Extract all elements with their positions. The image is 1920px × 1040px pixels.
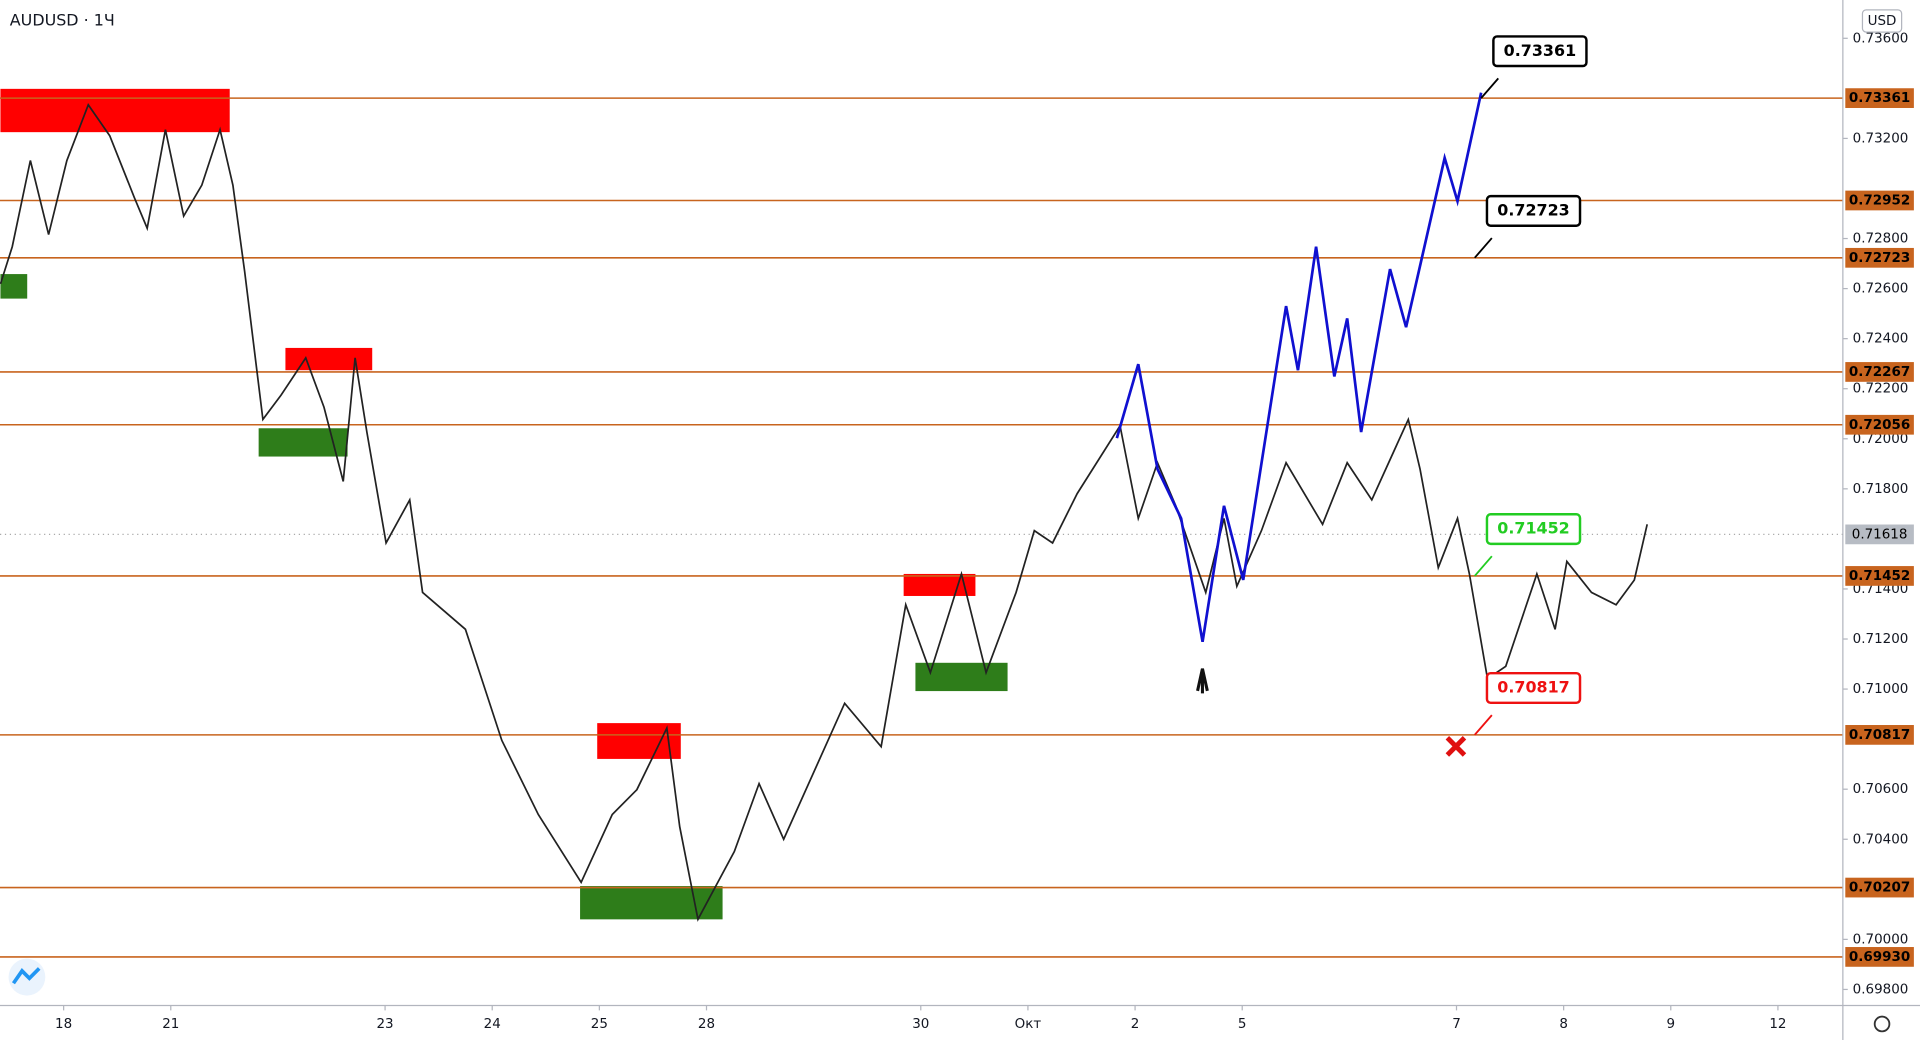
x-tick-label: 9: [1666, 1016, 1675, 1032]
callout-box: [1485, 671, 1582, 705]
x-tick-label: 8: [1559, 1016, 1568, 1032]
y-tick-label: 0.72400: [1853, 331, 1909, 347]
level-tag: [1845, 88, 1914, 108]
zone: [915, 662, 1008, 692]
callout-label: 0.72723: [1497, 200, 1569, 219]
zone: [0, 88, 230, 133]
level-tag-label: 0.70207: [1849, 880, 1910, 896]
y-tick-label: 0.73600: [1853, 30, 1909, 46]
callout-label: 0.71452: [1497, 519, 1569, 538]
last-price-tag: [1845, 524, 1914, 545]
x-tick-label: 28: [698, 1016, 715, 1032]
currency-box[interactable]: [1861, 9, 1903, 33]
y-tick-label: 0.72200: [1853, 381, 1909, 397]
level-tag: [1845, 362, 1914, 382]
x-tick-label: 25: [591, 1016, 608, 1032]
callout-pointer: [1480, 77, 1499, 99]
zone: [258, 428, 348, 457]
y-tick-label: 0.70000: [1853, 931, 1909, 947]
projection-line: [1115, 92, 1483, 642]
callout-box: [1485, 194, 1582, 227]
y-tick-label: 0.71000: [1853, 681, 1909, 697]
callout-label: 0.73361: [1504, 41, 1576, 60]
x-tick-label: 2: [1131, 1016, 1140, 1032]
level-tag-label: 0.72267: [1849, 364, 1910, 380]
price-axis: [1842, 0, 1920, 1040]
symbol-title: AUDUSD · 1Ч: [10, 10, 115, 29]
level-tag-label: 0.70817: [1849, 727, 1910, 743]
price-line: [0, 103, 1649, 922]
y-tick-label: 0.70400: [1853, 831, 1909, 847]
zone: [580, 886, 723, 920]
y-tick-label: 0.70600: [1853, 781, 1909, 797]
level-tag: [1845, 247, 1914, 268]
zone: [903, 573, 976, 596]
up-arrow: [1196, 668, 1209, 694]
y-tick-label: 0.73200: [1853, 130, 1909, 146]
callout-box: [1492, 35, 1588, 68]
cross-mark: [1445, 736, 1467, 757]
settings-icon[interactable]: [1873, 1015, 1891, 1033]
level-tag: [1845, 725, 1914, 745]
level-tag: [1845, 414, 1914, 435]
y-tick-label: 0.72000: [1853, 431, 1909, 447]
x-tick-label: 24: [484, 1016, 501, 1032]
x-tick-label: 12: [1769, 1016, 1786, 1032]
currency: USD: [1868, 13, 1897, 29]
callout-pointer: [1474, 714, 1493, 736]
callout-pointer: [1474, 555, 1493, 577]
plot: 0.73361 0.72723 0.71452 0.70817: [0, 35, 1843, 958]
axes: 0.73600 0.73200 0.72800 0.72600 0.72400 0.722…: [55, 30, 1914, 1032]
x-tick-label: 21: [162, 1016, 179, 1032]
x-tick-label: 5: [1238, 1016, 1247, 1032]
level-tag-label: 0.72952: [1849, 192, 1910, 208]
level-tag-label: 0.69930: [1849, 949, 1910, 965]
last-price-label: 0.71618: [1852, 526, 1908, 542]
level-tag: [1845, 947, 1914, 967]
x-tick-label: 7: [1452, 1016, 1461, 1032]
level-tag-label: 0.72723: [1849, 250, 1910, 266]
y-tick-label: 0.69800: [1853, 981, 1909, 997]
level-tag: [1845, 566, 1914, 586]
level-tag: [1845, 190, 1914, 211]
x-tick-label: Окт: [1015, 1016, 1042, 1032]
callout-box: [1485, 513, 1582, 546]
y-tick-label: 0.71200: [1853, 631, 1909, 647]
y-tick-label: 0.72600: [1853, 281, 1909, 297]
time-axis: [0, 1005, 1843, 1040]
x-tick-label: 23: [377, 1016, 394, 1032]
level-tag-label: 0.73361: [1849, 90, 1910, 106]
x-tick-label: 30: [912, 1016, 929, 1032]
level-tag-label: 0.72056: [1849, 417, 1910, 433]
y-tick-label: 0.72800: [1853, 231, 1909, 247]
level-tag: [1845, 877, 1914, 898]
callout-pointer: [1474, 237, 1493, 259]
x-tick-label: 18: [55, 1016, 72, 1032]
y-tick-label: 0.71800: [1853, 481, 1909, 497]
level-tag-label: 0.71452: [1849, 568, 1910, 584]
logo-mark: [11, 967, 41, 985]
zone: [285, 347, 373, 371]
callout-label: 0.70817: [1497, 677, 1569, 696]
zone: [0, 274, 28, 299]
